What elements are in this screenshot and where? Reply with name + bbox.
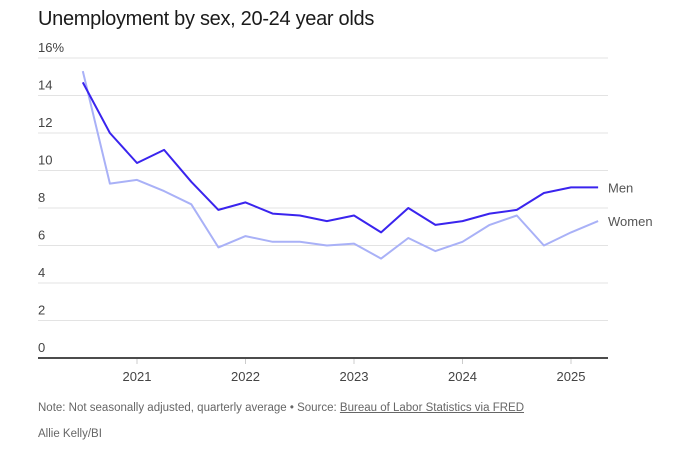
x-tick-label: 2024: [448, 369, 477, 384]
y-tick-label: 14: [38, 78, 52, 93]
credit: Allie Kelly/BI: [38, 428, 102, 440]
y-tick-label: 12: [38, 115, 52, 130]
legend-label-women: Women: [608, 214, 653, 229]
x-tick-label: 2021: [123, 369, 152, 384]
chart-note: Note: Not seasonally adjusted, quarterly…: [38, 402, 524, 414]
legend-label-men: Men: [608, 180, 633, 195]
y-tick-label: 8: [38, 190, 45, 205]
series-line-men: [81, 81, 599, 234]
chart-title: Unemployment by sex, 20-24 year olds: [38, 8, 375, 30]
line-chart: 0 2 4 6 8 10 12 14 16% 2021 2022 2023 2024 2025 Women M…: [38, 40, 653, 384]
y-tick-label: 6: [38, 228, 45, 243]
y-tick-label: 2: [38, 303, 45, 318]
y-tick-label: 4: [38, 265, 45, 280]
source-link[interactable]: Bureau of Labor Statistics via FRED: [339, 402, 525, 414]
series-line-women: [81, 70, 599, 260]
y-tick-label: 16%: [38, 40, 64, 55]
y-tick-label: 0: [38, 340, 45, 355]
x-tick-label: 2022: [231, 369, 260, 384]
x-tick-label: 2025: [557, 369, 586, 384]
note-text: Note: Not seasonally adjusted, quarterly…: [38, 402, 340, 414]
x-tick-label: 2023: [340, 369, 369, 384]
y-tick-label: 10: [38, 153, 52, 168]
